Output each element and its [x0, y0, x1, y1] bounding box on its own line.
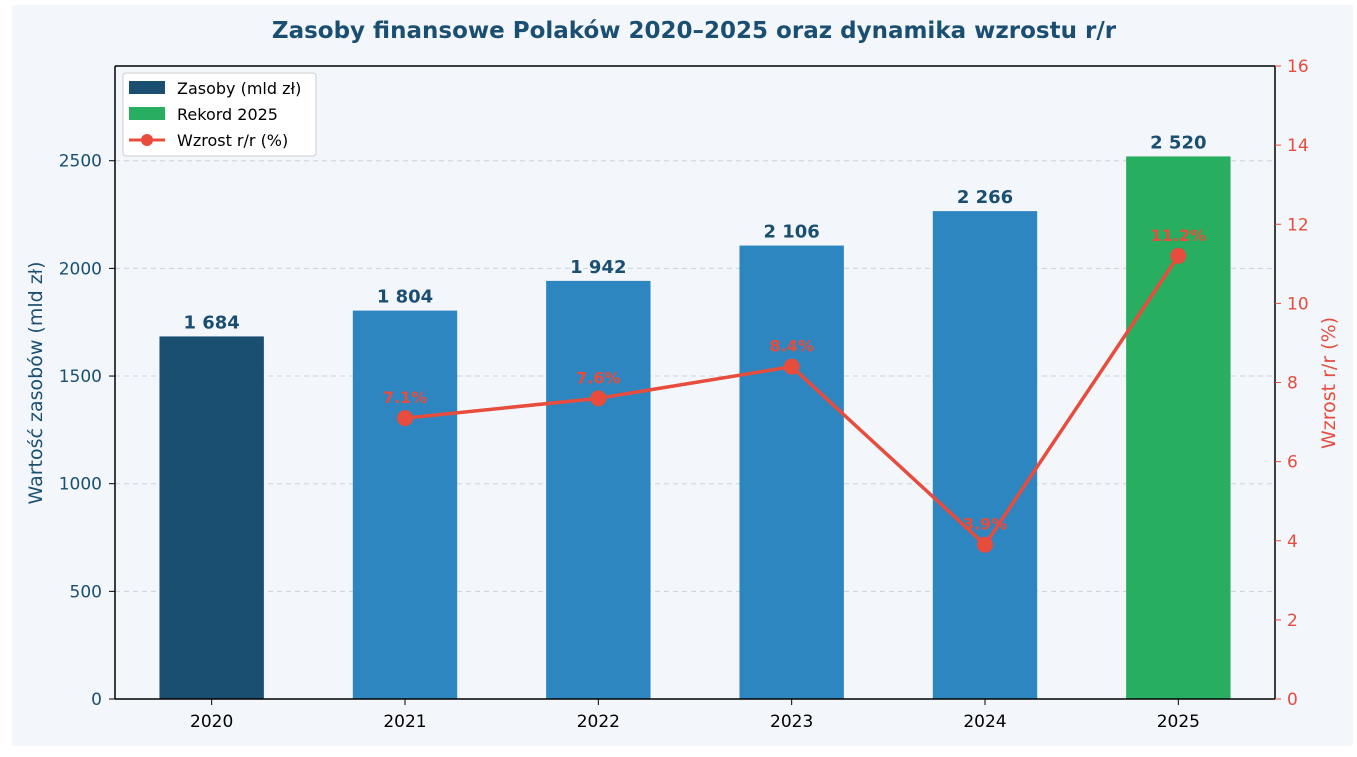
growth-marker-2024 — [977, 536, 993, 553]
growth-value-label-2024: 3.9% — [963, 515, 1007, 534]
bar-value-label-2023: 2 106 — [763, 222, 819, 243]
y-tick-label-left-0: 0 — [91, 690, 102, 710]
bar-2020 — [159, 336, 264, 699]
growth-value-label-2022: 7.6% — [576, 368, 620, 387]
growth-marker-2025 — [1170, 247, 1187, 264]
growth-line-series: 7.1% 7.6% 8.4% 3.9% 11.2% — [383, 226, 1206, 553]
y-tick-label-right-12: 12 — [1287, 215, 1309, 235]
y-tick-label-right-10: 10 — [1287, 294, 1309, 314]
y-tick-label-left-1000: 1000 — [59, 475, 102, 495]
legend-swatch-rekord — [129, 107, 165, 120]
growth-value-label-2025: 11.2% — [1151, 226, 1207, 245]
tick-labels: 0 500 1000 1500 2000 2500 0 2 4 6 8 10 12 14 16 2020 202… — [59, 57, 1309, 732]
legend-label-zasoby: Zasoby (mld zł) — [177, 79, 301, 98]
x-tick-label-2020: 2020 — [190, 712, 233, 732]
x-tick-label-2024: 2024 — [963, 712, 1006, 732]
bar-value-label-2022: 1 942 — [570, 257, 626, 278]
legend-label-rekord: Rekord 2025 — [177, 105, 278, 124]
growth-marker-2023 — [783, 358, 800, 375]
y-axis-label-left: Wartość zasobów (mld zł) — [25, 262, 47, 505]
legend-box — [122, 72, 317, 157]
chart-title: Zasoby finansowe Polaków 2020–2025 oraz … — [272, 18, 1117, 44]
x-tick-label-2023: 2023 — [770, 712, 813, 732]
y-tick-label-left-2500: 2500 — [59, 152, 102, 172]
y-tick-label-right-2: 2 — [1287, 611, 1298, 631]
growth-marker-2022 — [590, 390, 607, 407]
growth-value-label-2021: 7.1% — [383, 388, 427, 407]
growth-marker-2021 — [397, 410, 413, 427]
x-tick-label-2022: 2022 — [577, 712, 620, 732]
bar-series — [159, 156, 1231, 699]
bar-value-label-2025: 2 520 — [1150, 132, 1206, 153]
y-tick-label-left-2000: 2000 — [59, 259, 102, 279]
y-axis-label-right: Wzrost r/r (%) — [1318, 317, 1340, 449]
growth-value-label-2023: 8.4% — [769, 337, 813, 356]
bar-2021 — [352, 310, 458, 699]
y-tick-label-right-4: 4 — [1287, 532, 1298, 552]
bar-value-label-2020: 1 684 — [183, 312, 239, 333]
y-tick-label-left-1500: 1500 — [59, 367, 102, 387]
y-tick-label-right-16: 16 — [1287, 57, 1309, 77]
bar-value-label-2021: 1 804 — [377, 287, 433, 308]
y-tick-label-right-0: 0 — [1287, 690, 1298, 710]
bar-value-label-2024: 2 266 — [957, 187, 1013, 208]
bar-2023 — [739, 245, 844, 699]
legend-label-growth: Wzrost r/r (%) — [177, 131, 288, 150]
legend: Zasoby (mld zł) Rekord 2025 Wzrost r/r (… — [122, 72, 317, 157]
bar-2024 — [932, 211, 1038, 699]
x-tick-label-2025: 2025 — [1157, 712, 1200, 732]
bar-2025 — [1126, 156, 1231, 699]
y-tick-label-right-8: 8 — [1287, 374, 1298, 394]
x-tick-label-2021: 2021 — [383, 712, 426, 732]
bar-2022 — [546, 280, 651, 699]
legend-swatch-growth-marker — [141, 134, 153, 146]
y-tick-label-right-14: 14 — [1287, 136, 1309, 156]
y-tick-label-right-6: 6 — [1287, 453, 1298, 473]
bar-value-labels: 1 684 1 804 1 942 2 106 2 266 2 520 — [183, 132, 1206, 333]
y-tick-label-left-500: 500 — [70, 582, 102, 602]
legend-swatch-zasoby — [129, 81, 165, 94]
